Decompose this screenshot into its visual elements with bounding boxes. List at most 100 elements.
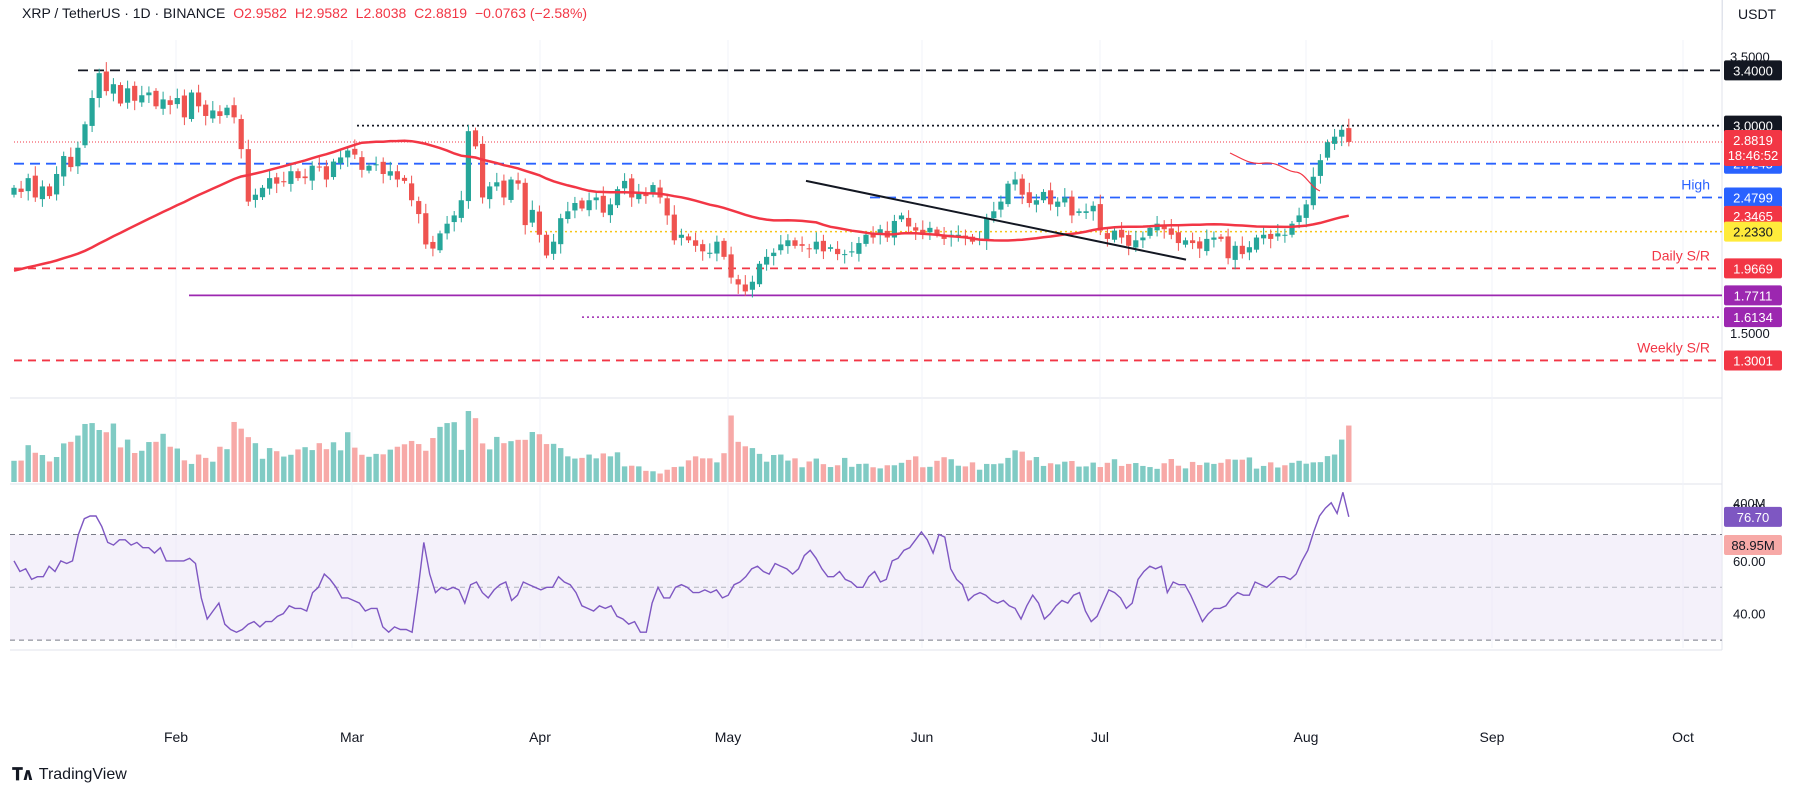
volume-bar	[1083, 466, 1089, 482]
candle-body	[891, 220, 897, 238]
candle	[203, 100, 209, 126]
candle-body	[756, 263, 763, 285]
volume-bar	[1339, 439, 1345, 482]
candle	[96, 68, 102, 108]
candle-body	[1090, 205, 1096, 212]
candle	[103, 62, 109, 96]
candle	[18, 180, 24, 199]
candle-body	[288, 171, 294, 184]
candle-body	[650, 185, 656, 195]
volume-bar	[607, 456, 614, 482]
volume-bar	[1282, 465, 1288, 482]
countdown-timer: 18:46:52	[1728, 148, 1779, 163]
candle	[792, 237, 798, 249]
candle	[352, 139, 358, 160]
candle	[551, 233, 557, 260]
candle-body	[700, 244, 706, 252]
volume-bar	[856, 463, 862, 482]
candle	[1026, 182, 1032, 208]
candle	[529, 200, 535, 228]
candle	[1332, 128, 1338, 150]
candle	[920, 220, 926, 240]
candle-body	[1062, 197, 1068, 203]
candle-body	[39, 186, 45, 200]
change-value: −0.0763 (−2.58%)	[474, 5, 588, 21]
candle	[366, 162, 372, 174]
volume-bar	[309, 450, 315, 482]
candle	[117, 82, 124, 107]
volume-bar	[18, 460, 24, 482]
volume-bar	[316, 443, 322, 482]
volume-bar	[763, 461, 770, 482]
candle-body	[451, 215, 457, 223]
candle-body	[1225, 236, 1231, 259]
candle	[508, 176, 514, 203]
candle-body	[1076, 211, 1082, 213]
open-value: O2.9582	[233, 5, 287, 21]
candle	[274, 172, 280, 194]
volume-bar	[863, 463, 869, 482]
candle-body	[1332, 136, 1338, 144]
candle	[1282, 228, 1288, 243]
candle	[778, 235, 784, 255]
volume-bar	[245, 437, 251, 482]
volume-bar	[629, 465, 635, 482]
volume-bar	[380, 454, 386, 482]
candle	[167, 95, 173, 115]
volume-bar	[39, 454, 46, 482]
candle-body	[330, 161, 337, 178]
volume-bar	[295, 449, 301, 482]
candle-body	[1324, 142, 1331, 158]
rsi-tick-40.00: 40.00	[1733, 607, 1766, 622]
volume-bar	[742, 446, 748, 482]
candle-body	[749, 281, 755, 290]
candle	[480, 136, 486, 204]
currency-box[interactable]	[1722, 0, 1793, 30]
candle-body	[508, 179, 514, 200]
brand[interactable]: 𝐓∧ TradingView	[12, 765, 127, 785]
candle-body	[920, 229, 926, 235]
volume-bar	[1253, 468, 1260, 482]
candle	[1190, 232, 1196, 250]
volume-bar	[266, 448, 273, 482]
candle	[891, 214, 897, 246]
volume-bar	[1218, 462, 1224, 482]
volume-bar	[359, 454, 365, 482]
candle	[664, 193, 670, 225]
volume-bar	[579, 457, 585, 482]
candle-body	[139, 95, 145, 103]
volume-bar	[479, 443, 486, 482]
volume-bar	[323, 449, 330, 482]
candle-body	[401, 177, 408, 181]
candle	[643, 187, 649, 204]
candle-body	[984, 218, 990, 241]
candle-body	[1239, 245, 1245, 255]
y-tick-1-5: 1.5000	[1730, 326, 1770, 341]
volume-bar	[827, 467, 834, 482]
volume-bar	[1296, 460, 1302, 482]
candle-body	[167, 100, 173, 105]
candle-body	[160, 99, 166, 109]
candle-body	[174, 98, 180, 105]
candle	[1090, 201, 1096, 221]
volume-bar	[217, 446, 223, 482]
candle-body	[1026, 192, 1032, 203]
candle-body	[252, 194, 258, 200]
candle-body	[188, 92, 195, 120]
candle-body	[536, 211, 542, 235]
candle-body	[61, 156, 67, 177]
candle-body	[68, 156, 74, 168]
symbol-label[interactable]: XRP / TetherUS · 1D · BINANCE	[22, 5, 226, 21]
candle	[820, 234, 826, 260]
candle	[1246, 241, 1252, 261]
volume-bar	[1047, 463, 1054, 482]
candle-body	[380, 161, 386, 174]
candle	[572, 196, 578, 219]
volume-bar	[274, 451, 280, 482]
volume-bar	[778, 454, 784, 482]
candle	[494, 172, 500, 191]
candle	[835, 241, 841, 261]
candle	[565, 201, 571, 224]
volume-bar	[1076, 466, 1082, 482]
